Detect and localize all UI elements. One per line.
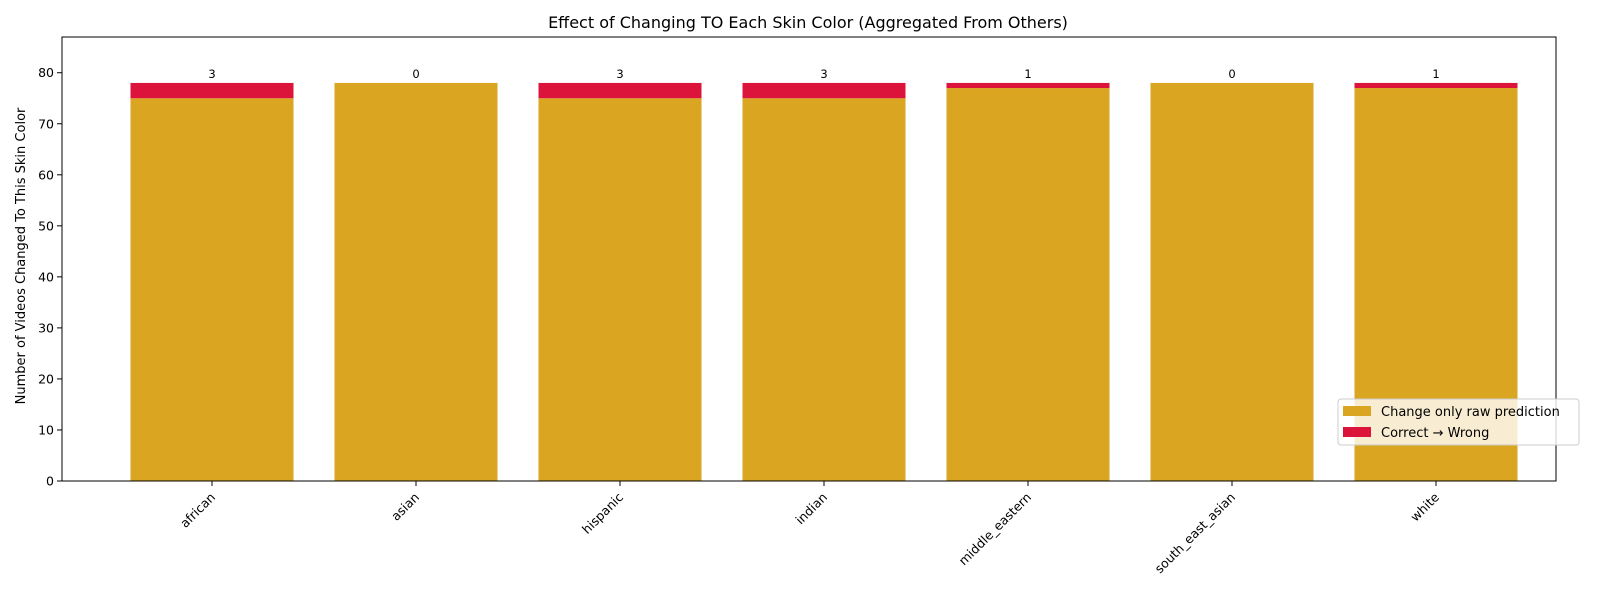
x-tick-label-middle_eastern: middle_eastern (955, 490, 1034, 569)
data-label-african: 3 (208, 67, 215, 81)
data-label-indian: 3 (820, 67, 827, 81)
legend-box (1337, 398, 1580, 446)
data-label-asian: 0 (412, 67, 419, 81)
y-tick-label: 0 (46, 474, 54, 489)
y-tick-label: 20 (38, 371, 54, 386)
bar-middle_eastern-series-0 (946, 88, 1110, 481)
data-label-south_east_asian: 0 (1228, 67, 1235, 81)
data-label-white: 1 (1432, 67, 1439, 81)
bar-african-series-1 (130, 82, 294, 99)
data-label-hispanic: 3 (616, 67, 623, 81)
bars-layer (130, 82, 1518, 482)
bar-hispanic-series-1 (538, 82, 702, 99)
x-tick-label-white: white (1407, 489, 1442, 524)
bar-hispanic-series-0 (538, 98, 702, 481)
legend-label-0: Change only raw prediction (1381, 405, 1560, 420)
legend-swatch-1 (1343, 427, 1371, 437)
bar-asian-series-0 (334, 82, 498, 482)
y-tick-label: 30 (38, 320, 54, 335)
x-tick-label-hispanic: hispanic (579, 489, 626, 536)
bar-indian-series-1 (742, 82, 906, 99)
y-tick-label: 70 (38, 116, 54, 131)
y-tick-label: 60 (38, 167, 54, 182)
data-labels-layer: 3 0 3 3 1 0 1 (208, 67, 1439, 81)
plot-frame (61, 36, 1557, 482)
legend: Change only raw prediction Correct → Wron… (1337, 398, 1580, 446)
bar-african-series-0 (130, 98, 294, 481)
bar-indian-series-0 (742, 98, 906, 481)
y-tick-label: 80 (38, 65, 54, 80)
legend-swatch-0 (1343, 406, 1371, 416)
x-axis: african asian hispanic indian middle_eastern… (177, 481, 1442, 576)
bar-white-series-1 (1354, 82, 1518, 89)
data-label-middle_eastern: 1 (1024, 67, 1031, 81)
bar-south_east_asian-series-0 (1150, 82, 1314, 482)
bar-middle_eastern-series-1 (946, 82, 1110, 89)
y-tick-label: 10 (38, 422, 54, 437)
x-tick-label-african: african (177, 490, 218, 531)
chart-title: Effect of Changing TO Each Skin Color (A… (548, 13, 1068, 32)
y-axis-label: Number of Videos Changed To This Skin Co… (14, 107, 29, 404)
x-tick-label-asian: asian (388, 490, 422, 524)
y-axis: 0 10 20 30 40 50 60 70 80 (38, 65, 62, 489)
x-tick-label-indian: indian (792, 490, 830, 528)
y-tick-label: 40 (38, 269, 54, 284)
x-tick-label-south_east_asian: south_east_asian (1152, 490, 1239, 577)
legend-label-1: Correct → Wrong (1381, 426, 1489, 441)
y-tick-label: 50 (38, 218, 54, 233)
